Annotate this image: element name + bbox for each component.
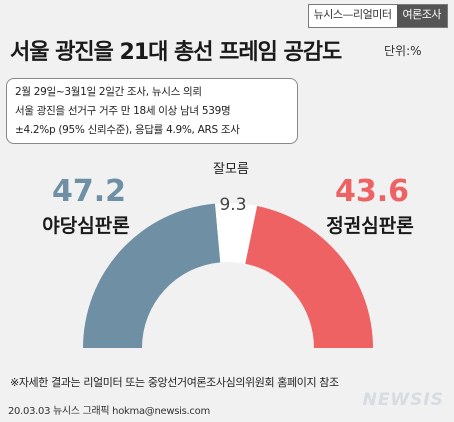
category-label-government-judgment: 정권심판론: [326, 215, 413, 237]
unit-label: 단위:%: [384, 44, 422, 58]
brand-main: 뉴시스: [313, 8, 343, 21]
survey-note-box: 2월 29일~3월1일 2일간 조사, 뉴시스 의뢰 서울 광진을 선거구 거주…: [6, 78, 298, 144]
arc-segment-government-judgment: [245, 205, 373, 348]
brand-badge: 뉴시스—리얼미터 여론조사: [307, 4, 448, 28]
footnote: ※자세한 결과는 리얼미터 또는 중앙선거여론조사심의위원회 홈페이지 참조: [10, 376, 339, 389]
value-label-unsure: 9.3: [219, 195, 246, 215]
newsis-logo: NEWSIS: [362, 390, 444, 410]
source-credit: 20.03.03 뉴시스 그래픽 hokma@newsis.com: [8, 406, 210, 417]
arc-segment-unsure: [215, 203, 258, 264]
survey-note-line: 서울 광진을 선거구 거주 만 18세 이상 남녀 539명: [15, 105, 231, 117]
semicircle-chart: 잘모름 9.3 47.2 야당심판론 43.6 정권심판론: [42, 162, 414, 348]
brand-sub: 리얼미터: [353, 8, 392, 21]
brand-tag: 여론조사: [396, 5, 447, 27]
survey-note-line: 2월 29일~3월1일 2일간 조사, 뉴시스 의뢰: [15, 86, 202, 98]
arc-segment-opposition-judgment: [83, 203, 221, 348]
value-label-opposition-judgment: 47.2: [52, 174, 126, 209]
category-label-opposition-judgment: 야당심판론: [42, 215, 129, 237]
brand-label: 뉴시스—리얼미터: [313, 8, 392, 21]
survey-note-line: ±4.2%p (95% 신뢰수준), 응답률 4.9%, ARS 조사: [15, 124, 240, 136]
category-label-unsure: 잘모름: [213, 162, 249, 177]
page-title: 서울 광진을 21대 총선 프레임 공감도: [10, 40, 342, 65]
value-label-government-judgment: 43.6: [335, 174, 409, 209]
